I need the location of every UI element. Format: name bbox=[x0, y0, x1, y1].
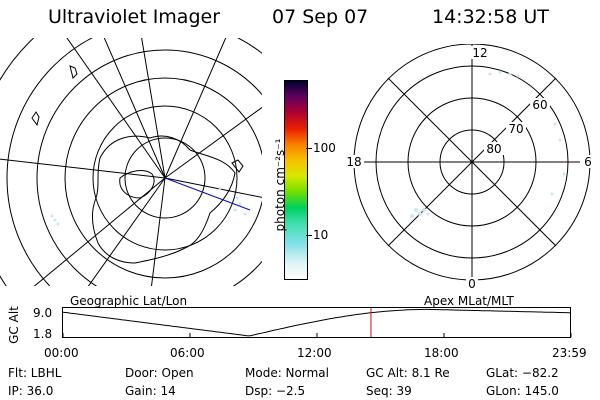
lat-label-80: 80 bbox=[486, 142, 501, 156]
date-label: 07 Sep 07 bbox=[272, 6, 369, 28]
info-gain: Gain: 14 bbox=[125, 384, 176, 398]
timeline-y-bottom: 1.8 bbox=[33, 327, 53, 341]
mlt-label-18: 18 bbox=[346, 155, 361, 169]
timeline-right-title: Apex MLat/MLT bbox=[424, 294, 514, 308]
info-glon: GLon: 145.0 bbox=[486, 384, 559, 398]
timeline-left-title: Geographic Lat/Lon bbox=[70, 294, 188, 308]
mlt-label-12: 12 bbox=[472, 46, 487, 60]
timeline-plot bbox=[62, 307, 572, 338]
info-filter: Flt: LBHL bbox=[8, 366, 62, 380]
xtick-3: 18:00 bbox=[424, 346, 459, 360]
info-dsp: Dsp: −2.5 bbox=[245, 384, 306, 398]
mlt-label-6: 6 bbox=[584, 155, 592, 169]
aurora-speckles bbox=[50, 186, 247, 226]
xtick-4: 23:59 bbox=[552, 346, 587, 360]
satellite-track-line bbox=[164, 177, 251, 211]
lat-label-70: 70 bbox=[508, 122, 523, 136]
geographic-map bbox=[0, 38, 262, 286]
altitude-curve bbox=[62, 308, 572, 337]
colorbar-unit-label: photon cm⁻²s⁻¹ bbox=[273, 138, 287, 232]
time-label: 14:32:58 UT bbox=[432, 6, 549, 28]
timeline-frame bbox=[62, 307, 571, 338]
info-ip: IP: 36.0 bbox=[8, 384, 54, 398]
timeline-ylabel: GC Alt bbox=[7, 306, 21, 344]
info-glat: GLat: −82.2 bbox=[486, 366, 559, 380]
polar-mlt-plot: 12 18 6 0 60 70 80 bbox=[344, 44, 596, 291]
colorbar-tick-100: 100 bbox=[313, 141, 336, 155]
colorbar bbox=[284, 80, 308, 280]
info-door: Door: Open bbox=[125, 366, 194, 380]
timeline-ticks bbox=[62, 333, 572, 337]
info-seq: Seq: 39 bbox=[366, 384, 412, 398]
colorbar-tick-10: 10 bbox=[313, 228, 329, 242]
info-mode: Mode: Normal bbox=[245, 366, 329, 380]
xtick-2: 12:00 bbox=[297, 346, 332, 360]
colorbar-tick bbox=[306, 148, 312, 149]
colorbar-tick bbox=[306, 235, 312, 236]
info-gc-alt: GC Alt: 8.1 Re bbox=[366, 366, 450, 380]
lat-label-60: 60 bbox=[532, 98, 547, 112]
xtick-1: 06:00 bbox=[170, 346, 205, 360]
xtick-0: 00:00 bbox=[44, 346, 79, 360]
aurora-speckles-polar bbox=[410, 70, 566, 218]
mlt-label-0: 0 bbox=[468, 277, 476, 291]
timeline-y-top: 9.0 bbox=[33, 306, 53, 320]
instrument-title: Ultraviolet Imager bbox=[48, 6, 221, 28]
